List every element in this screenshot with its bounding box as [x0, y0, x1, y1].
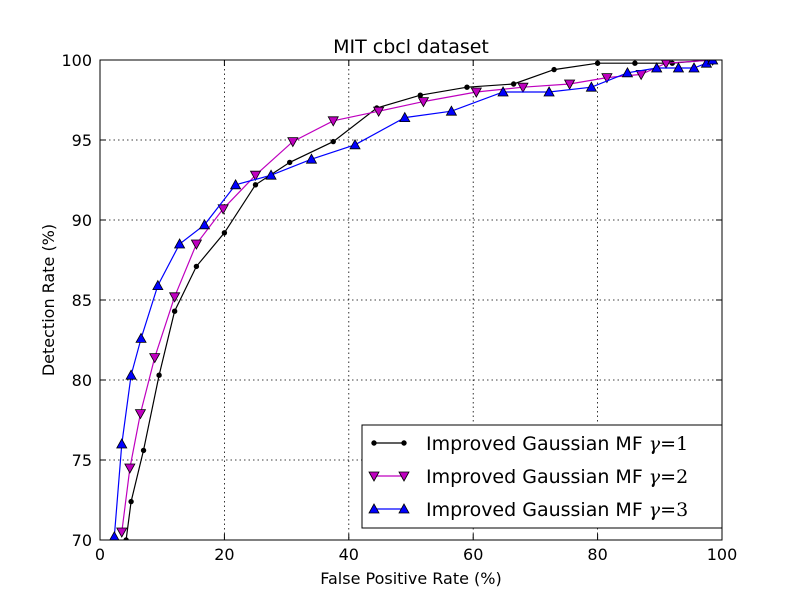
data-point [134, 409, 147, 420]
legend-entry: Improved Gaussian MF γ=3 [368, 499, 688, 521]
legend-marker [371, 440, 377, 446]
data-point [173, 238, 186, 249]
data-point [135, 332, 147, 343]
legend-label: Improved Gaussian MF γ=2 [426, 466, 688, 488]
data-point [198, 218, 211, 230]
data-point [221, 230, 228, 236]
data-point [305, 153, 318, 164]
y-tick-label: 90 [72, 211, 92, 230]
x-tick-label: 40 [339, 545, 359, 564]
x-tick-label: 80 [587, 545, 607, 564]
data-point [470, 87, 482, 98]
data-point [464, 84, 470, 90]
data-point [672, 62, 685, 73]
data-point [497, 86, 509, 97]
legend-entry: Improved Gaussian MF γ=2 [368, 466, 688, 488]
data-point [445, 105, 458, 116]
data-point [152, 279, 164, 291]
data-point [585, 81, 598, 92]
data-point [510, 81, 517, 87]
series-layer [109, 60, 719, 540]
data-point [156, 372, 162, 378]
data-point [661, 60, 672, 70]
data-point [252, 182, 259, 188]
data-point [149, 353, 161, 364]
legend-label: Improved Gaussian MF γ=1 [426, 433, 688, 455]
data-point [417, 92, 424, 98]
data-point [688, 62, 700, 73]
data-point [287, 137, 299, 148]
y-tick-label: 95 [72, 131, 92, 150]
data-point [551, 66, 557, 73]
data-point [229, 178, 242, 190]
x-tick-label: 100 [707, 545, 738, 564]
data-point [651, 62, 663, 73]
data-point [124, 463, 136, 474]
data-point [601, 73, 613, 84]
axis-ticks: 0 20 40 60 80 100 70 75 80 85 90 95 100 [61, 51, 737, 564]
data-point [171, 308, 178, 314]
data-point [140, 447, 147, 454]
x-axis-label: False Positive Rate (%) [320, 569, 501, 588]
legend-marker [401, 440, 407, 446]
data-point [128, 498, 134, 505]
y-tick-label: 100 [61, 51, 92, 70]
data-point [125, 369, 137, 380]
data-point [109, 530, 120, 540]
data-point [417, 97, 430, 108]
data-point [621, 66, 634, 78]
legend-marker [398, 471, 410, 482]
data-point [265, 169, 277, 180]
legend-marker [398, 503, 410, 514]
x-tick-label: 60 [463, 545, 483, 564]
data-point [217, 204, 229, 215]
chart-title: MIT cbcl dataset [333, 36, 489, 58]
legend: Improved Gaussian MF γ=1 Improved Gaussia… [361, 424, 723, 529]
data-point [330, 138, 336, 145]
y-tick-label: 85 [72, 291, 92, 310]
data-point [193, 263, 200, 270]
legend-marker [368, 503, 380, 514]
series-2 [116, 60, 716, 538]
data-point [168, 292, 181, 303]
y-tick-label: 75 [72, 451, 92, 470]
legend-box [361, 424, 723, 529]
data-point [116, 438, 128, 449]
data-point [399, 111, 411, 122]
legend-marker [368, 471, 380, 482]
x-tick-label: 0 [95, 545, 105, 564]
data-point [372, 106, 385, 118]
legend-label: Improved Gaussian MF γ=3 [426, 499, 688, 521]
data-point [517, 82, 529, 94]
data-point [632, 60, 638, 66]
data-point [249, 170, 262, 182]
series-3 [109, 60, 719, 540]
data-point [706, 60, 719, 65]
data-point [563, 79, 576, 90]
x-tick-label: 20 [214, 545, 234, 564]
data-point [327, 116, 339, 127]
y-tick-label: 70 [72, 531, 92, 550]
series-line [113, 60, 713, 537]
data-point [287, 159, 293, 166]
data-point [116, 527, 128, 538]
data-point [543, 86, 555, 97]
y-tick-label: 80 [72, 371, 92, 390]
legend-entry: Improved Gaussian MF γ=1 [371, 433, 688, 455]
data-point [190, 239, 203, 250]
y-axis-label: Detection Rate (%) [39, 224, 58, 376]
data-point [349, 138, 361, 150]
